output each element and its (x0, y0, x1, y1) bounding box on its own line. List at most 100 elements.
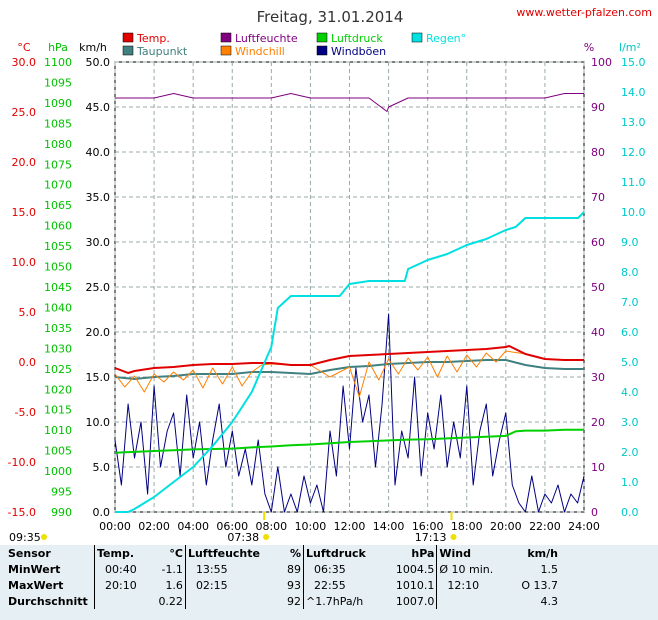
stats-cell (436, 593, 510, 609)
stats-cell: 20:10 (94, 577, 150, 593)
pressure-tick-label: 1065 (44, 199, 72, 212)
x-tick-label: 20:00 (490, 520, 522, 533)
stats-header-temp: Temp. (94, 545, 150, 561)
x-tick-label: 06:00 (216, 520, 248, 533)
axis-unit-label: hPa (48, 41, 68, 54)
stats-header-wind: Wind (436, 545, 510, 561)
pressure-tick-label: 1025 (44, 363, 72, 376)
wind-tick-label: 5.0 (93, 461, 111, 474)
pressure-tick-label: 1060 (44, 220, 72, 233)
pressure-tick-label: 1040 (44, 301, 72, 314)
temp-tick-label: 15.0 (12, 206, 37, 219)
stats-cell: 02:15 (184, 577, 281, 593)
temp-tick-label: 25.0 (12, 106, 37, 119)
axis-unit-labels: °C hPa km/h% l/m² (17, 41, 641, 54)
rain-tick-label: 13.0 (621, 116, 646, 129)
wind-tick-label: 30.0 (86, 236, 111, 249)
legend-label: Luftdruck (331, 32, 383, 45)
stats-header-press: Luftdruck (303, 545, 384, 561)
x-tick-label: 22:00 (529, 520, 561, 533)
humidity-tick-label: 50 (591, 281, 605, 294)
series-line-temp (114, 345, 584, 374)
humidity-tick-label: 60 (591, 236, 605, 249)
stats-cell: 89 (287, 562, 302, 576)
stats-cell: 13:55 (184, 561, 281, 577)
pressure-tick-label: 1095 (44, 76, 72, 89)
stats-table: Sensor Temp. °C Luftfeuchte % Luftdruck … (0, 545, 560, 609)
rain-tick-label: 1.0 (621, 476, 639, 489)
legend-swatch (316, 45, 328, 56)
stats-cell: 1007.0 (395, 594, 435, 608)
stats-row-label: MinWert (8, 562, 61, 576)
legend-swatch (316, 32, 328, 43)
stats-header-hum-unit: % (289, 546, 302, 560)
stats-cell: 00:40 (94, 561, 150, 577)
legend-label: Windchill (235, 45, 285, 58)
rain-tick-label: 14.0 (621, 86, 646, 99)
stats-cell: 1.6 (165, 578, 183, 592)
stats-cell (94, 593, 150, 609)
pressure-tick-label: 1050 (44, 261, 72, 274)
stats-cell: 1004.5 (395, 562, 435, 576)
temp-tick-label: 0.0 (19, 356, 37, 369)
stats-cell: ^1.7hPa/h (303, 593, 384, 609)
stats-cell: Ø 10 min. (436, 561, 510, 577)
pressure-tick-label: 1020 (44, 383, 72, 396)
pressure-tick-label: 1035 (44, 322, 72, 335)
humidity-tick-label: 90 (591, 101, 605, 114)
rain-tick-label: 12.0 (621, 146, 646, 159)
stats-cell: O 13.7 (521, 578, 558, 592)
legend-swatch (220, 32, 232, 43)
legend-swatch (411, 32, 423, 43)
x-tick-label: 08:00 (255, 520, 287, 533)
stats-header-sensor: Sensor (8, 546, 51, 560)
stats-cell: 1010.1 (395, 578, 435, 592)
wind-tick-label: 45.0 (86, 101, 111, 114)
legend-label: Windböen (331, 45, 386, 58)
site-url[interactable]: www.wetter-pfalzen.com (516, 6, 652, 19)
sun-time-label: 09:35 (9, 531, 41, 544)
wind-tick-label: 25.0 (86, 281, 111, 294)
series-line-windchill (114, 350, 584, 398)
stats-header-wind-unit: km/h (527, 546, 558, 560)
legend-swatch (220, 45, 232, 56)
wind-tick-label: 15.0 (86, 371, 111, 384)
rain-tick-label: 2.0 (621, 446, 639, 459)
stats-panel: Sensor Temp. °C Luftfeuchte % Luftdruck … (0, 545, 658, 620)
pressure-tick-label: 1100 (44, 56, 72, 69)
stats-cell (184, 593, 281, 609)
series-line-luftdruck (114, 428, 584, 454)
rain-tick-label: 6.0 (621, 326, 639, 339)
stats-row-label: Durchschnitt (8, 594, 88, 608)
rain-tick-label: 8.0 (621, 266, 639, 279)
sun-icon (450, 534, 457, 540)
wind-tick-label: 40.0 (86, 146, 111, 159)
temp-tick-label: 5.0 (19, 306, 37, 319)
sun-icon (41, 534, 47, 540)
y-axes: 30.0 25.0 20.0 15.0 10.0 5.0 0.0 -5.0 -10.0 -15.0… (8, 56, 646, 519)
legend-swatch (122, 32, 134, 43)
temp-tick-label: -10.0 (8, 456, 36, 469)
legend-swatch (122, 45, 134, 56)
x-tick-label: 04:00 (177, 520, 209, 533)
pressure-tick-label: 1045 (44, 281, 72, 294)
axis-unit-label: km/h (79, 41, 107, 54)
rain-tick-label: 0.0 (621, 506, 639, 519)
legend: Temp. Luftfeuchte Luftdruck Regen° Taupunkt W… (122, 32, 466, 58)
pressure-tick-label: 1005 (44, 445, 72, 458)
stats-cell: 1.5 (540, 562, 559, 576)
rain-tick-label: 7.0 (621, 296, 639, 309)
pressure-tick-label: 1010 (44, 424, 72, 437)
humidity-tick-label: 0 (591, 506, 598, 519)
rain-tick-label: 4.0 (621, 386, 639, 399)
sun-time-label: 17:13 (415, 531, 447, 544)
wind-tick-label: 50.0 (86, 56, 111, 69)
stats-cell: 22:55 (303, 577, 384, 593)
humidity-tick-label: 20 (591, 416, 605, 429)
pressure-tick-label: 1000 (44, 465, 72, 478)
pressure-tick-label: 1080 (44, 138, 72, 151)
humidity-tick-label: 80 (591, 146, 605, 159)
x-tick-label: 00:00 (99, 520, 131, 533)
pressure-tick-label: 1090 (44, 97, 72, 110)
x-tick-label: 24:00 (568, 520, 600, 533)
